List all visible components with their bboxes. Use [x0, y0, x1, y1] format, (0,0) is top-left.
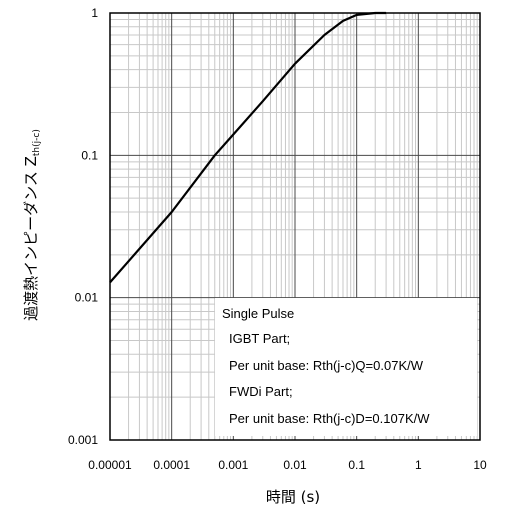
- annotation-background: [215, 298, 477, 436]
- series-line-0: [109, 11, 387, 284]
- x-tick-labels: 0.00001 0.0001 0.001 0.01 0.1 1 10: [88, 458, 487, 472]
- y-axis-label-main: 過渡熱インピーダンス Z: [22, 156, 40, 321]
- plot-frame: [109, 12, 481, 441]
- y-tick-label: 0.01: [75, 291, 99, 305]
- y-axis-label-sub: th(j-c): [32, 129, 42, 156]
- annotation-box: Single Pulse IGBT Part; Per unit base: R…: [215, 298, 477, 436]
- y-tick-label: 1: [91, 6, 98, 20]
- x-tick-label: 0.001: [218, 458, 248, 472]
- x-tick-label: 0.01: [283, 458, 307, 472]
- y-tick-label: 0.001: [68, 433, 98, 447]
- x-tick-label: 0.1: [348, 458, 365, 472]
- x-tick-label: 1: [415, 458, 422, 472]
- x-tick-label: 0.0001: [153, 458, 190, 472]
- annotation-line-igbt-rth: Per unit base: Rth(j-c)Q=0.07K/W: [229, 358, 424, 373]
- annotation-line-fwdi-part: FWDi Part;: [229, 384, 293, 399]
- x-tick-label: 10: [473, 458, 487, 472]
- svg-text:過渡熱インピーダンス Zth(j-c): 過渡熱インピーダンス Zth(j-c): [22, 129, 42, 321]
- annotation-line-fwdi-rth: Per unit base: Rth(j-c)D=0.107K/W: [229, 411, 430, 426]
- y-tick-labels: 0.001 0.01 0.1 1: [68, 6, 98, 447]
- annotation-line-single-pulse: Single Pulse: [222, 306, 294, 321]
- series-group: [109, 11, 387, 284]
- annotation-line-igbt-part: IGBT Part;: [229, 331, 290, 346]
- x-axis-label: 時間 (s): [266, 488, 320, 506]
- y-tick-label: 0.1: [81, 148, 98, 162]
- y-axis-label: 過渡熱インピーダンス Zth(j-c): [22, 129, 42, 321]
- x-tick-label: 0.00001: [88, 458, 132, 472]
